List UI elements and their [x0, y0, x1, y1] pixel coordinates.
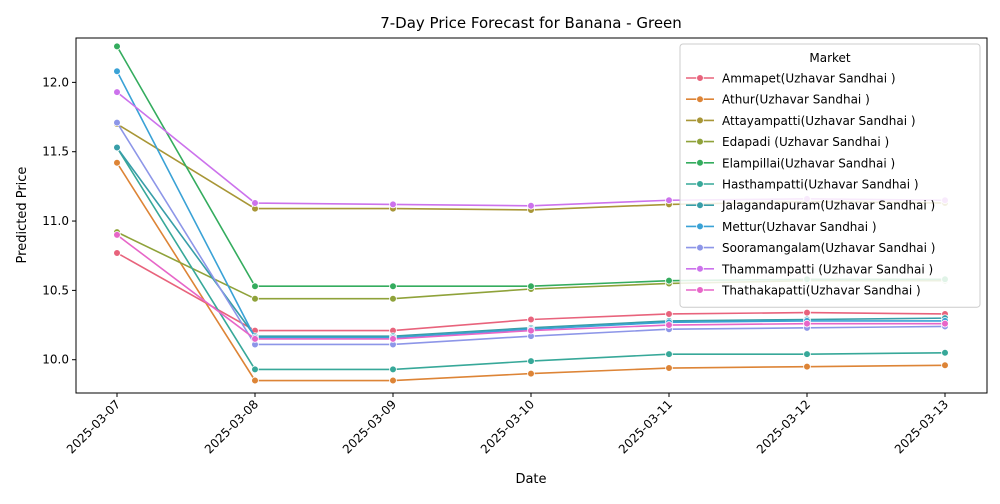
- legend-swatch-marker: [696, 95, 704, 103]
- legend-item: Sooramangalam(Uzhavar Sandhai ): [686, 241, 936, 255]
- x-axis: 2025-03-07 2025-03-08 2025-03-09 2025-03-10…: [64, 393, 951, 456]
- legend-title: Market: [809, 51, 851, 65]
- data-point: [113, 249, 121, 257]
- x-tick-label: 2025-03-07: [64, 397, 123, 456]
- data-point: [527, 369, 535, 378]
- data-point: [803, 362, 811, 371]
- y-tick-label: 11.0: [42, 214, 69, 228]
- data-point: [941, 319, 949, 328]
- y-tick-label: 10.0: [42, 353, 69, 367]
- data-point: [665, 310, 673, 318]
- y-tick-label: 10.5: [42, 283, 69, 297]
- legend-box: [679, 43, 981, 308]
- data-point: [113, 159, 121, 167]
- legend-swatch-marker: [696, 180, 704, 188]
- data-point: [527, 201, 535, 210]
- y-axis-label: Predicted Price: [15, 167, 30, 264]
- legend-label: Athur(Uzhavar Sandhai ): [722, 93, 870, 107]
- x-tick-label: 2025-03-09: [340, 397, 399, 456]
- data-point: [527, 315, 535, 324]
- data-point: [389, 294, 397, 303]
- data-point: [389, 376, 397, 385]
- data-point: [389, 200, 397, 209]
- legend-swatch-marker: [696, 116, 704, 125]
- data-point: [113, 67, 121, 76]
- data-point: [803, 319, 811, 328]
- data-point: [251, 294, 259, 303]
- legend-swatch-marker: [696, 201, 704, 210]
- data-point: [389, 282, 397, 291]
- x-tick-label: 2025-03-12: [754, 397, 813, 456]
- chart-title: 7-Day Price Forecast for Banana - Green: [380, 14, 682, 32]
- series-5: [113, 143, 949, 374]
- series-1: [113, 159, 949, 385]
- data-point: [251, 282, 259, 291]
- data-point: [665, 196, 673, 205]
- legend-swatch-marker: [696, 222, 704, 231]
- legend-item: Jalagandapuram(Uzhavar Sandhai ): [686, 199, 935, 213]
- data-point: [665, 364, 673, 372]
- data-point: [803, 308, 811, 317]
- data-point: [251, 335, 259, 343]
- legend-label: Mettur(Uzhavar Sandhai ): [722, 220, 877, 234]
- legend-label: Edapadi (Uzhavar Sandhai ): [722, 135, 889, 149]
- legend-swatch-marker: [696, 286, 704, 294]
- legend-label: Thammampatti (Uzhavar Sandhai ): [721, 262, 933, 276]
- data-point: [665, 321, 673, 329]
- legend-item: Thathakapatti(Uzhavar Sandhai ): [686, 284, 921, 298]
- legend-item: Mettur(Uzhavar Sandhai ): [686, 220, 877, 234]
- legend-item: Ammapet(Uzhavar Sandhai ): [686, 72, 896, 86]
- data-point: [941, 348, 949, 357]
- data-point: [389, 365, 397, 374]
- legend-swatch-marker: [696, 137, 704, 146]
- data-point: [113, 231, 121, 239]
- legend-item: Edapadi (Uzhavar Sandhai ): [686, 135, 889, 149]
- data-point: [113, 88, 121, 96]
- data-point: [527, 326, 535, 335]
- legend-label: Attayampatti(Uzhavar Sandhai ): [722, 114, 916, 128]
- data-point: [251, 199, 259, 207]
- legend-label: Ammapet(Uzhavar Sandhai ): [722, 72, 896, 86]
- legend: Market Ammapet(Uzhavar Sandhai ) Athur(Uzh…: [679, 43, 981, 308]
- data-point: [113, 143, 121, 152]
- data-point: [251, 376, 259, 385]
- data-point: [527, 282, 535, 291]
- series-group: [113, 42, 949, 385]
- data-point: [665, 350, 673, 358]
- data-point: [389, 335, 397, 343]
- legend-swatch-marker: [696, 159, 704, 167]
- legend-swatch-marker: [696, 264, 704, 273]
- legend-swatch-marker: [696, 74, 704, 82]
- series-10: [113, 231, 949, 343]
- x-tick-label: 2025-03-13: [892, 397, 951, 456]
- legend-label: Thathakapatti(Uzhavar Sandhai ): [721, 284, 921, 298]
- y-tick-label: 12.0: [42, 75, 69, 89]
- data-point: [251, 365, 259, 374]
- legend-item: Athur(Uzhavar Sandhai ): [686, 93, 870, 107]
- data-point: [113, 118, 121, 127]
- data-point: [803, 350, 811, 358]
- legend-item: Attayampatti(Uzhavar Sandhai ): [686, 114, 916, 128]
- legend-item: Elampillai(Uzhavar Sandhai ): [686, 156, 895, 170]
- legend-label: Sooramangalam(Uzhavar Sandhai ): [722, 241, 936, 255]
- y-axis: 10.0 10.5 11.0 11.5 12.0: [42, 75, 76, 367]
- legend-label: Elampillai(Uzhavar Sandhai ): [722, 156, 895, 170]
- series-0: [113, 249, 949, 335]
- legend-item: Thammampatti (Uzhavar Sandhai ): [686, 262, 933, 276]
- legend-item: Hasthampatti(Uzhavar Sandhai ): [686, 178, 919, 192]
- x-axis-label: Date: [515, 472, 546, 487]
- data-point: [527, 357, 535, 365]
- y-tick-label: 11.5: [42, 145, 69, 159]
- legend-label: Jalagandapuram(Uzhavar Sandhai ): [721, 199, 935, 213]
- data-point: [941, 361, 949, 370]
- legend-swatch-marker: [696, 243, 704, 252]
- x-tick-label: 2025-03-08: [202, 397, 261, 456]
- data-point: [113, 42, 121, 51]
- legend-label: Hasthampatti(Uzhavar Sandhai ): [722, 178, 919, 192]
- x-tick-label: 2025-03-11: [616, 397, 675, 456]
- data-point: [665, 276, 673, 285]
- x-tick-label: 2025-03-10: [478, 397, 537, 456]
